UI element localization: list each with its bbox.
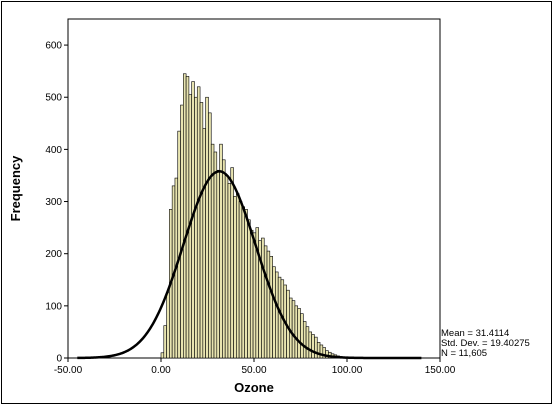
y-tick-label: 300 [45,197,62,208]
histogram-bar [302,321,307,359]
histogram-bar [294,305,299,359]
x-tick-label: 100.00 [332,365,363,376]
histogram-bar [202,128,206,359]
y-axis-title: Frequency [8,155,23,222]
histogram-bar [196,86,201,359]
histogram-bar [266,250,271,359]
y-tick-label: 200 [45,249,62,260]
histogram-bar [183,73,187,359]
histogram-bar [208,112,212,359]
histogram-bar [311,334,315,359]
x-tick-label: -50.00 [54,365,83,376]
histogram-bar [277,276,282,359]
histogram-bar [166,292,170,359]
histogram-bar [269,255,273,359]
histogram-bar [291,300,296,359]
histogram-bar [249,229,254,359]
histogram-bar [194,96,198,359]
histogram-bar [160,352,165,359]
histogram-bar [241,206,246,359]
x-axis-title: Ozone [234,380,274,395]
histogram-bar [272,266,276,359]
histogram-bar [224,175,229,359]
histogram-bar [222,159,226,359]
y-axis: 0 100 200 300 400 500 600 [45,41,68,365]
stat-n: N = 11,605 [441,348,487,359]
x-axis: -50.00 0.00 50.00 100.00 150.00 [54,358,456,376]
stat-std-dev: Std. Dev. = 19.40275 [441,338,530,349]
y-tick-label: 0 [56,354,62,365]
histogram-bar [177,130,181,359]
histogram-bar [236,193,240,359]
histogram-bar [199,102,204,359]
normal-curve [77,170,422,360]
histogram-bar [185,76,190,359]
histogram-bar [263,245,268,359]
histogram-bar [213,151,218,359]
histogram-bar [308,331,312,359]
x-tick-label: 150.00 [425,365,456,376]
histogram-bar [244,209,248,359]
histogram-bar [314,336,318,359]
histogram-bar [275,271,279,359]
histogram-bar [230,167,234,359]
histogram-bar [261,237,265,359]
stat-mean: Mean = 31.4114 [441,328,509,339]
y-tick-label: 600 [45,41,62,52]
histogram-bar [219,143,223,359]
y-tick-label: 100 [45,301,62,312]
histogram-bar [297,308,301,359]
histogram-bar [216,169,220,359]
histogram-bar [180,104,184,359]
histogram-bar [163,325,167,359]
histogram-bar [238,201,243,359]
histogram-bar [305,326,310,359]
histogram-bar [233,196,237,359]
histogram-bar [205,96,209,359]
histogram-bar [227,182,232,359]
x-tick-label: 50.00 [241,365,266,376]
histogram-bar [300,313,304,359]
y-tick-label: 500 [45,93,62,104]
histogram-bar [247,219,251,359]
histogram-bar [252,232,257,359]
histogram-bar [316,342,321,359]
x-tick-label: 0.00 [151,365,171,376]
stats-box: Mean = 31.4114 Std. Dev. = 19.40275 N = … [441,328,530,359]
y-tick-label: 400 [45,145,62,156]
